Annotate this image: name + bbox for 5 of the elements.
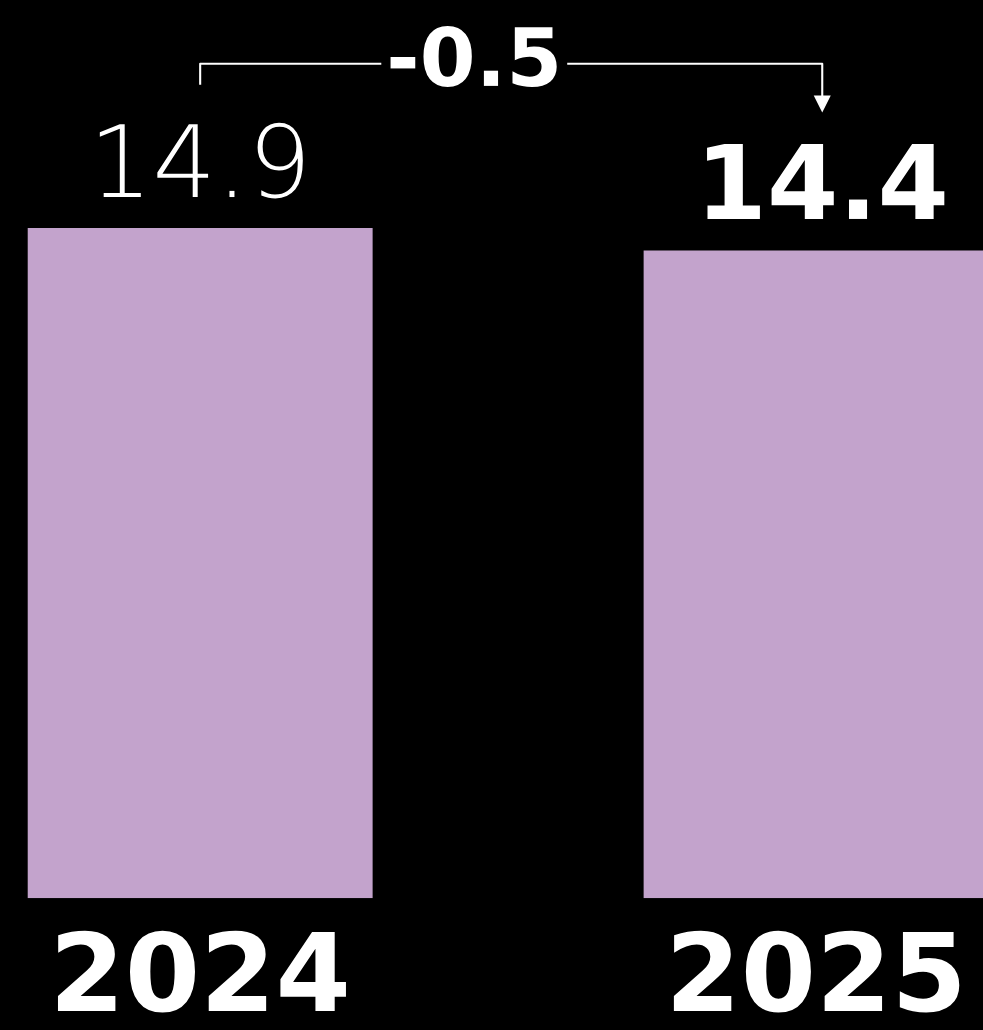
x-tick-label: 2025 <box>673 930 960 1013</box>
x-tick-label: 2024 <box>57 930 346 1013</box>
text: -0.5 <box>390 26 557 88</box>
data-label: 14.4 <box>707 144 945 219</box>
data-label: 14.9 <box>99 122 303 199</box>
